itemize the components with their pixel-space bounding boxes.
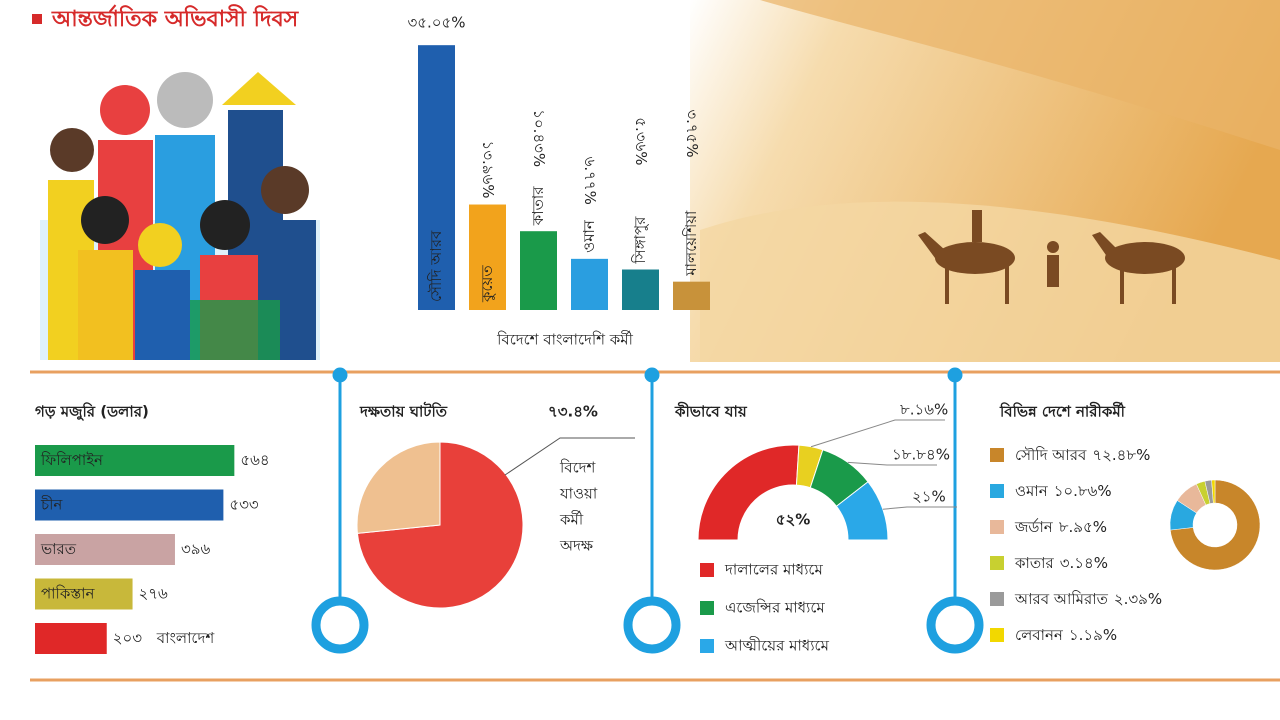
bar <box>469 204 506 310</box>
chart-title: গড় মজুরি (ডলার) <box>35 402 149 422</box>
legend-label: দালালের মাধ্যমে <box>724 561 823 579</box>
legend-label: জর্ডান <box>1014 518 1054 536</box>
value-label: ১০.৪৩% <box>530 109 548 167</box>
annotation: কর্মী <box>559 511 584 529</box>
value-label: ২৭৬ <box>139 585 169 603</box>
value-label: ৭৩.৪% <box>548 403 598 421</box>
chart-title: দক্ষতায় ঘাটতি <box>359 402 448 421</box>
legend-entry: জর্ডান ৮.৯৫% <box>1014 518 1107 536</box>
legend-swatch <box>700 563 714 577</box>
bar-label: ভারত <box>40 540 77 558</box>
bar-label: ফিলিপাইন <box>40 451 104 469</box>
bar-label: বাংলাদেশ <box>156 629 216 647</box>
legend-label: লেবানন <box>1015 626 1064 644</box>
pie-slice <box>356 441 441 534</box>
bar-label: মালয়েশিয়া <box>682 210 700 277</box>
legend-label: সৌদি আরব <box>1015 446 1087 464</box>
bar-label: কাতার <box>529 186 547 226</box>
legend-entry: সৌদি আরব ৭২.৪৮% <box>1015 446 1150 464</box>
donut-slice <box>1211 479 1216 504</box>
donut-slice <box>1170 479 1261 571</box>
chart-title: বিভিন্ন দেশে নারীকর্মী <box>999 402 1126 421</box>
page-title: আন্তর্জাতিক অভিবাসী দিবস <box>51 4 300 32</box>
legend-entry: কাতার ৩.১৪% <box>1014 554 1108 572</box>
legend-swatch <box>700 601 714 615</box>
value-label: ৩.৭৫% <box>683 109 701 157</box>
value-label: ৫৬৪ <box>240 451 269 469</box>
bar <box>35 623 107 654</box>
bar <box>520 231 557 310</box>
legend-swatch <box>990 556 1004 570</box>
title-marker <box>32 14 42 24</box>
value-label: ৬.৭৭% <box>581 157 599 205</box>
value-label: ২১% <box>912 488 946 506</box>
value-label: ৫.৩৬% <box>632 117 650 165</box>
legend-label: কাতার <box>1014 554 1054 572</box>
value-label: ৫৩৩ <box>229 496 258 514</box>
legend-value: ৭২.৪৮% <box>1092 446 1150 464</box>
desert-illustration <box>690 0 1280 362</box>
leader-line <box>504 437 635 476</box>
leader-line <box>847 461 937 466</box>
annotation: যাওয়া <box>559 485 598 503</box>
legend-entry: আরব আমিরাত ২.৩৯% <box>1014 590 1162 608</box>
annotation: অদক্ষ <box>559 537 594 555</box>
leader-line <box>810 419 945 448</box>
bar <box>418 45 455 311</box>
bar-label: সিঙ্গাপুর <box>631 216 649 265</box>
bar-label: ওমান <box>580 219 598 253</box>
separators <box>30 367 1280 682</box>
bar <box>35 578 133 610</box>
chart-title: কীভাবে যায় <box>674 402 748 421</box>
bar-label: সৌদি আরব <box>427 230 445 302</box>
legend-swatch <box>990 592 1004 606</box>
legend-swatch <box>700 639 714 653</box>
legend-swatch <box>990 628 1004 642</box>
bar-label: চীন <box>40 496 63 514</box>
bar <box>571 258 608 310</box>
legend-swatch <box>990 484 1004 498</box>
legend-swatch <box>990 520 1004 534</box>
legend-value: ২.৩৯% <box>1114 590 1162 608</box>
value-label: ৮.১৬% <box>900 401 948 419</box>
annotation: বিদেশ <box>559 459 597 477</box>
value-label: ৩৫.০৫% <box>408 14 466 32</box>
legend-value: ৮.৯৫% <box>1059 518 1107 536</box>
value-label: ১৮.৮৪% <box>892 446 950 464</box>
gauge-segment <box>835 481 889 541</box>
legend-label: আরব আমিরাত <box>1014 590 1109 608</box>
bar <box>35 534 175 565</box>
people-illustration <box>40 72 320 360</box>
legend-swatch <box>990 448 1004 462</box>
caption: বিদেশে বাংলাদেশি কর্মী <box>496 331 634 349</box>
legend-value: ৩.১৪% <box>1060 554 1108 572</box>
legend-value: ১০.৮৬% <box>1054 482 1112 500</box>
legend-label: আত্মীয়ের মাধ্যমে <box>724 637 830 655</box>
legend-value: ১.১৯% <box>1069 626 1117 644</box>
bar <box>35 489 224 521</box>
legend-label: ওমান <box>1015 482 1049 500</box>
value-label: ৫২% <box>776 511 811 529</box>
legend-entry: লেবানন ১.১৯% <box>1015 626 1117 644</box>
value-label: ১৩.৯৬% <box>479 141 497 199</box>
leader-line <box>882 506 957 510</box>
bar-label: পাকিস্তান <box>41 585 95 603</box>
gauge-segment <box>697 444 800 541</box>
bar <box>35 445 235 476</box>
legend-label: এজেন্সির মাধ্যমে <box>725 599 825 617</box>
value-label: ৩৯৬ <box>181 540 210 558</box>
bar <box>673 281 710 310</box>
value-label: ২০৩ <box>113 629 143 647</box>
bar <box>622 269 659 310</box>
bar-label: কুয়েত <box>478 265 496 303</box>
legend-entry: ওমান ১০.৮৬% <box>1015 482 1112 500</box>
